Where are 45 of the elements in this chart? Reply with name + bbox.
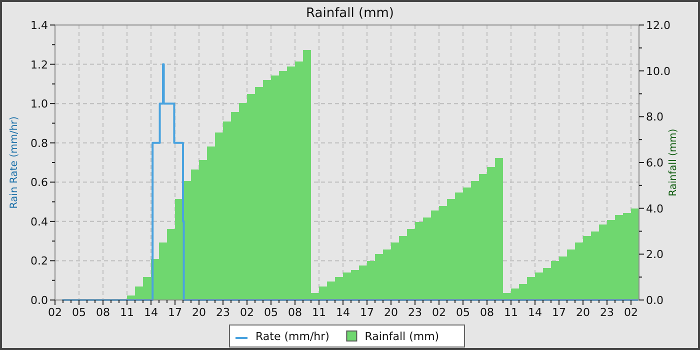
x-tick-label: 17 [552,306,566,319]
x-tick-label: 02 [432,306,446,319]
x-tick-label: 23 [216,306,230,319]
y2-tick-label: 2.0 [646,248,664,262]
y2-tick-label: 6.0 [646,156,664,170]
x-tick-label: 05 [72,306,86,319]
y-tick-label: 1.0 [30,98,48,111]
x-tick-label: 02 [240,306,254,319]
y2-tick-label: 12.0 [646,19,670,32]
y-axis-title: Rain Rate (mm/hr) [9,116,20,209]
y-tick-label: 1.4 [30,19,48,32]
x-tick-label: 08 [480,306,494,319]
y2-tick-label: 10.0 [646,64,670,78]
x-tick-label: 14 [144,306,158,319]
y-tick-label: 0.4 [30,215,48,228]
x-tick-label: 11 [504,306,518,319]
y-tick-label: 1.2 [30,58,48,72]
x-tick-label: 02 [48,306,62,319]
legend-label: Rainfall (mm) [364,330,440,343]
y-tick-label: 0.2 [30,254,48,268]
y2-axis-title: Rainfall (mm) [668,128,679,196]
x-tick-label: 20 [192,306,206,319]
legend-label: Rate (mm/hr) [256,330,330,343]
x-tick-label: 11 [312,306,326,319]
x-tick-label: 08 [96,306,110,319]
x-tick-label: 14 [528,306,542,319]
x-tick-label: 23 [408,306,422,319]
x-tick-label: 11 [120,306,134,319]
x-tick-label: 14 [336,306,350,319]
x-tick-label: 05 [456,306,470,319]
x-tick-label: 23 [600,306,614,319]
y-tick-label: 0.8 [30,136,48,150]
x-tick-label: 02 [624,306,638,319]
y2-tick-label: 0.0 [646,294,664,307]
y-tick-label: 0.6 [30,176,48,190]
chart-title: Rainfall (mm) [306,6,394,21]
y2-tick-label: 4.0 [646,202,664,216]
x-tick-label: 20 [576,306,590,319]
y2-tick-label: 8.0 [646,110,664,124]
y-tick-label: 0.0 [30,294,48,307]
x-tick-label: 17 [360,306,374,319]
x-tick-label: 20 [384,306,398,319]
x-tick-label: 17 [168,306,182,319]
x-tick-label: 08 [288,306,302,319]
x-tick-label: 05 [264,306,278,319]
